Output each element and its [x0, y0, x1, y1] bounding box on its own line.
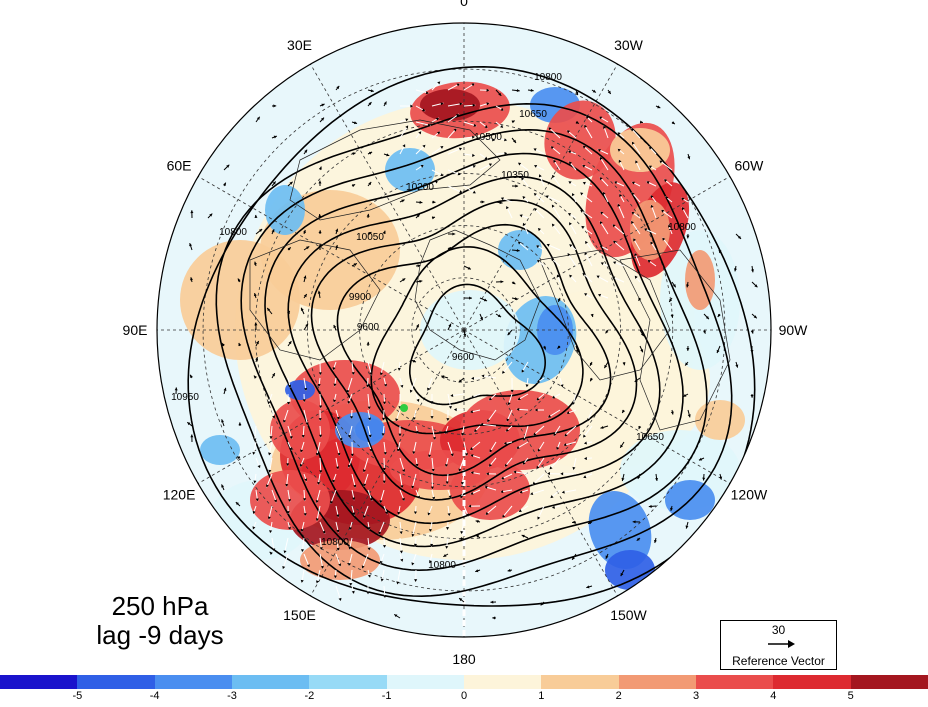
- longitude-label: 180: [452, 651, 476, 667]
- colorbar-segment: [619, 675, 697, 689]
- colorbar-segment: [155, 675, 233, 689]
- location-marker: [400, 404, 408, 412]
- colorbar-segment: [696, 675, 774, 689]
- contour-label: 10800: [321, 537, 349, 548]
- colorbar-segment: [0, 675, 78, 689]
- contour-label: 10800: [219, 227, 247, 238]
- colorbar-segment: [851, 675, 928, 689]
- contour-label: 10650: [519, 109, 547, 120]
- colorbar-tick-label: -1: [377, 690, 397, 702]
- colorbar-tick-label: 0: [454, 690, 474, 702]
- colorbar-segment: [387, 675, 465, 689]
- colorbar-tick-label: 3: [686, 690, 706, 702]
- colorbar-tick-label: -3: [222, 690, 242, 702]
- colorbar-segment: [773, 675, 851, 689]
- colorbar-tick-label: -2: [299, 690, 319, 702]
- colorbar-tick-label: -5: [67, 690, 87, 702]
- longitude-label: 120W: [731, 487, 768, 503]
- lag-text: lag -9 days: [60, 621, 260, 650]
- contour-label: 10800: [534, 72, 562, 83]
- colorbar-segment: [232, 675, 310, 689]
- colorbar-segment: [309, 675, 387, 689]
- colorbar: [0, 675, 928, 689]
- longitude-label: 60E: [167, 158, 192, 174]
- level-annotation: 250 hPa lag -9 days: [60, 592, 260, 650]
- longitude-label: 30W: [614, 37, 644, 53]
- reference-vector-box: 30 Reference Vector: [720, 620, 837, 670]
- contour-label: 10050: [356, 232, 384, 243]
- contour-label: 9600: [452, 352, 475, 363]
- longitude-label: 30E: [287, 37, 312, 53]
- contour-label: 9900: [349, 292, 372, 303]
- longitude-label: 150E: [283, 607, 316, 623]
- map-disk: 10800 10650 10500 10350 10200 10050 9900 9600 96…: [157, 23, 771, 637]
- colorbar-segment: [77, 675, 155, 689]
- anomaly-patch: [695, 400, 745, 440]
- anomaly-patch: [180, 240, 300, 360]
- contour-label: 10800: [428, 560, 456, 571]
- anomaly-patch: [605, 550, 655, 590]
- contour-label: 10650: [636, 432, 664, 443]
- colorbar-tick-label: -4: [145, 690, 165, 702]
- contour-label: 10350: [501, 170, 529, 181]
- reference-vector-label: Reference Vector: [721, 654, 836, 668]
- reference-vector-value: 30: [721, 623, 836, 637]
- longitude-label: 90W: [779, 322, 809, 338]
- anomaly-patch: [265, 185, 305, 235]
- longitude-label: 0: [460, 0, 468, 9]
- colorbar-segment: [464, 675, 542, 689]
- contour-label: 10950: [171, 392, 199, 403]
- colorbar-tick-label: 4: [763, 690, 783, 702]
- contour-label: 10800: [668, 222, 696, 233]
- reference-arrow-icon: [766, 638, 796, 650]
- colorbar-segment: [541, 675, 619, 689]
- longitude-label: 60W: [735, 158, 765, 174]
- colorbar-tick-label: 1: [531, 690, 551, 702]
- contour-label: 10500: [474, 132, 502, 143]
- pressure-level-text: 250 hPa: [60, 592, 260, 621]
- colorbar-tick-label: 2: [609, 690, 629, 702]
- contour-label: 10200: [406, 182, 434, 193]
- contour-label: 9600: [357, 322, 380, 333]
- colorbar-tick-label: 5: [841, 690, 861, 702]
- longitude-label: 90E: [123, 322, 148, 338]
- anomaly-patch: [200, 435, 240, 465]
- longitude-label: 120E: [163, 487, 196, 503]
- anomaly-patch: [685, 250, 715, 310]
- longitude-label: 150W: [610, 607, 647, 623]
